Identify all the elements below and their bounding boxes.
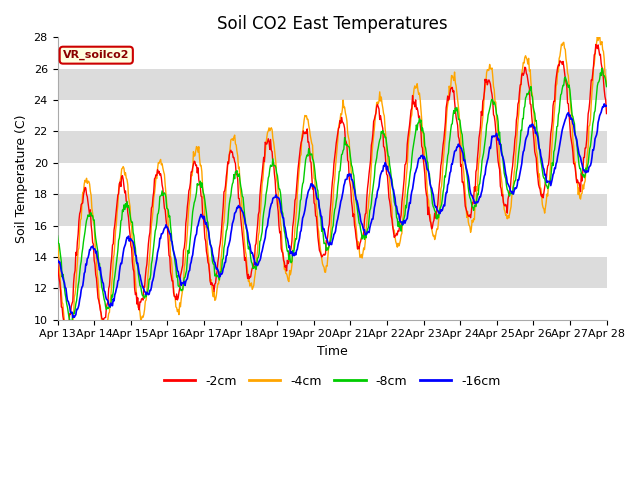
Legend: -2cm, -4cm, -8cm, -16cm: -2cm, -4cm, -8cm, -16cm xyxy=(159,370,505,393)
Bar xyxy=(58,100,607,132)
Bar xyxy=(58,194,607,226)
Y-axis label: Soil Temperature (C): Soil Temperature (C) xyxy=(15,114,28,243)
Bar xyxy=(58,69,607,100)
Bar xyxy=(58,37,607,69)
Bar xyxy=(58,132,607,163)
Text: VR_soilco2: VR_soilco2 xyxy=(63,50,129,60)
Bar xyxy=(58,226,607,257)
Title: Soil CO2 East Temperatures: Soil CO2 East Temperatures xyxy=(217,15,447,33)
Bar xyxy=(58,163,607,194)
Bar xyxy=(58,257,607,288)
Bar xyxy=(58,288,607,320)
X-axis label: Time: Time xyxy=(317,345,348,358)
